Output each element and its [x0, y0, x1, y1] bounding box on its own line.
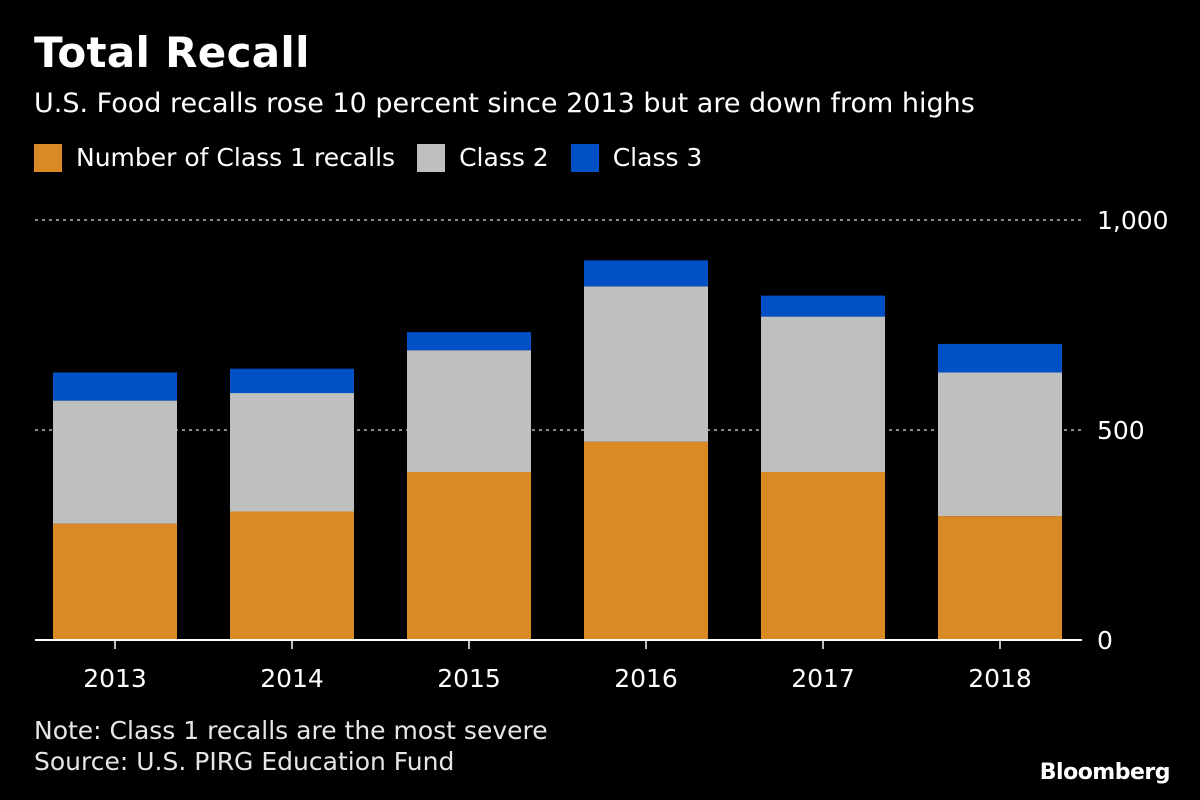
bar-2013-series-2	[53, 400, 177, 524]
chart-note: Note: Class 1 recalls are the most sever…	[34, 716, 548, 745]
bar-2015-series-3	[407, 332, 531, 351]
legend-label-class-3: Class 3	[612, 143, 703, 172]
y-tick-label-0: 0	[1097, 626, 1113, 655]
bar-2013-series-3	[53, 372, 177, 401]
legend-item-class-2: Class 2	[417, 143, 549, 172]
bar-2018-series-1	[938, 516, 1062, 640]
bar-2016-series-2	[584, 286, 708, 442]
bar-2017-series-2	[761, 316, 885, 472]
legend: Number of Class 1 recalls Class 2 Class …	[34, 143, 724, 172]
legend-item-class-3: Class 3	[570, 143, 703, 172]
y-tick-label-500: 500	[1097, 416, 1145, 445]
bar-2018-series-2	[938, 372, 1062, 517]
bar-2015-series-1	[407, 472, 531, 640]
legend-swatch-class-1	[34, 143, 62, 172]
y-tick-label-1000: 1,000	[1097, 206, 1169, 235]
bar-2014-series-2	[230, 393, 354, 512]
legend-swatch-class-3	[570, 143, 599, 172]
bar-2016-series-3	[584, 260, 708, 287]
bar-2014-series-3	[230, 368, 354, 394]
chart-subtitle: U.S. Food recalls rose 10 percent since …	[34, 88, 975, 119]
bar-2014-series-1	[230, 511, 354, 640]
bar-2016-series-1	[584, 441, 708, 640]
x-tick-label-2016: 2016	[614, 664, 678, 693]
bar-2017-series-3	[761, 295, 885, 317]
legend-label-class-1: Number of Class 1 recalls	[76, 143, 396, 172]
x-tick-label-2015: 2015	[437, 664, 501, 693]
legend-swatch-class-2	[417, 143, 446, 172]
x-tick-label-2013: 2013	[83, 664, 147, 693]
x-tick-label-2017: 2017	[791, 664, 855, 693]
x-tick-label-2018: 2018	[968, 664, 1032, 693]
bloomberg-logo: Bloomberg	[1039, 760, 1171, 785]
bar-2013-series-1	[53, 523, 177, 640]
legend-label-class-2: Class 2	[459, 143, 549, 172]
bar-2017-series-1	[761, 472, 885, 640]
legend-item-class-1: Number of Class 1 recalls	[34, 143, 395, 172]
chart-title: Total Recall	[34, 28, 310, 77]
x-tick-label-2014: 2014	[260, 664, 324, 693]
bar-2015-series-2	[407, 350, 531, 472]
bar-2018-series-3	[938, 343, 1062, 373]
chart-source: Source: U.S. PIRG Education Fund	[34, 747, 455, 776]
